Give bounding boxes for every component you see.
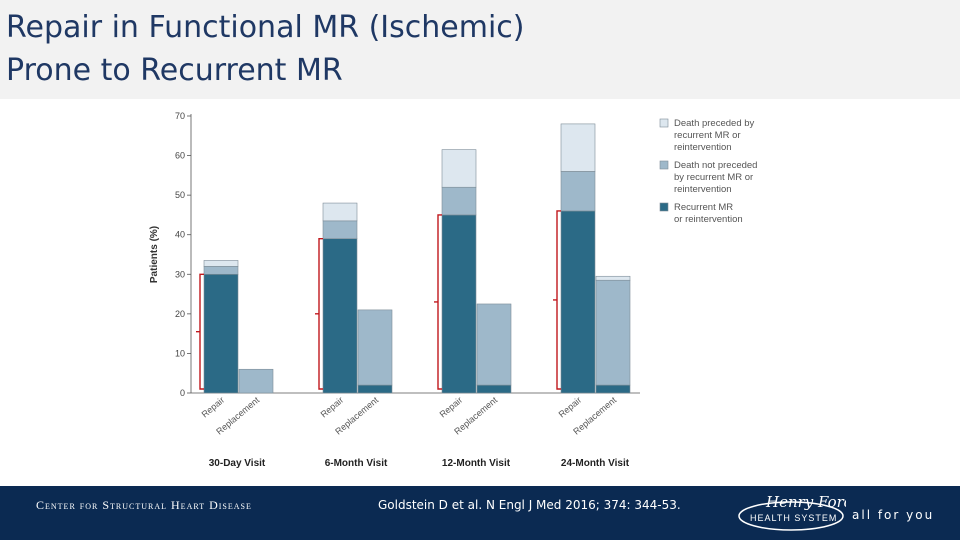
legend-label: Death preceded by	[674, 118, 755, 129]
y-tick-label: 50	[175, 190, 185, 200]
logo-health-system-text: HEALTH SYSTEM	[750, 513, 837, 523]
bar-segment-repair	[203, 266, 239, 275]
bar-segment-replacement	[476, 384, 512, 394]
center-name: Center for Structural Heart Disease	[36, 498, 252, 512]
bar-segment-replacement	[357, 384, 393, 394]
y-axis-title: Patients (%)	[149, 226, 160, 283]
bar-segment-repair	[560, 210, 596, 394]
y-tick-label: 60	[175, 151, 185, 161]
legend-label: recurrent MR or	[674, 130, 741, 141]
comparison-bracket	[434, 214, 442, 390]
y-tick-label: 10	[175, 348, 185, 358]
y-tick-label: 70	[175, 111, 185, 121]
legend-label: reintervention	[674, 142, 732, 153]
bar-segment-replacement	[357, 309, 393, 386]
bar-label-repair: Repair	[319, 395, 346, 420]
tagline: all for you	[852, 508, 935, 522]
group-label: 24-Month Visit	[561, 458, 630, 469]
group-label: 6-Month Visit	[325, 458, 388, 469]
legend-swatch	[659, 118, 669, 128]
bar-segment-replacement	[238, 368, 274, 394]
y-tick-label: 40	[175, 230, 185, 240]
legend-label: by recurrent MR or	[674, 172, 753, 183]
bar-segment-repair	[203, 260, 239, 267]
bar-segment-repair	[560, 171, 596, 212]
comparison-bracket	[196, 273, 204, 390]
legend-label: Death not preceded	[674, 160, 757, 171]
legend-swatch	[659, 202, 669, 212]
comparison-bracket	[553, 210, 561, 390]
bar-label-repair: Repair	[557, 395, 584, 420]
bar-segment-repair	[441, 214, 477, 394]
y-tick-label: 20	[175, 309, 185, 319]
bar-label-repair: Repair	[200, 395, 227, 420]
bar-label-repair: Repair	[438, 395, 465, 420]
bar-segment-replacement	[595, 384, 631, 394]
group-label: 12-Month Visit	[442, 458, 511, 469]
bar-segment-repair	[203, 273, 239, 394]
y-tick-label: 0	[180, 388, 185, 398]
bar-segment-replacement	[476, 303, 512, 386]
legend-label: or reintervention	[674, 214, 743, 225]
legend-swatch	[659, 160, 669, 170]
bar-segment-replacement	[595, 275, 631, 281]
logo-script-text: Henry Ford	[765, 493, 846, 511]
bar-segment-repair	[322, 238, 358, 394]
bar-segment-replacement	[595, 279, 631, 386]
bar-segment-repair	[322, 202, 358, 222]
legend-label: reintervention	[674, 184, 732, 195]
bar-segment-repair	[322, 220, 358, 239]
footer-bar: Center for Structural Heart Disease Gold…	[0, 486, 960, 540]
y-tick-label: 30	[175, 269, 185, 279]
slide-title-line-1: Repair in Functional MR (Ischemic)	[6, 10, 525, 45]
group-label: 30-Day Visit	[209, 458, 266, 469]
comparison-bracket	[315, 237, 323, 390]
bar-segment-repair	[441, 149, 477, 188]
citation: Goldstein D et al. N Engl J Med 2016; 37…	[378, 498, 681, 512]
bar-segment-repair	[441, 186, 477, 216]
title-band: Repair in Functional MR (Ischemic) Prone…	[0, 0, 960, 99]
legend-label: Recurrent MR	[674, 202, 733, 213]
henry-ford-logo: Henry Ford HEALTH SYSTEM	[738, 493, 846, 531]
bar-segment-repair	[560, 123, 596, 172]
slide-title-line-2: Prone to Recurrent MR	[6, 53, 343, 88]
